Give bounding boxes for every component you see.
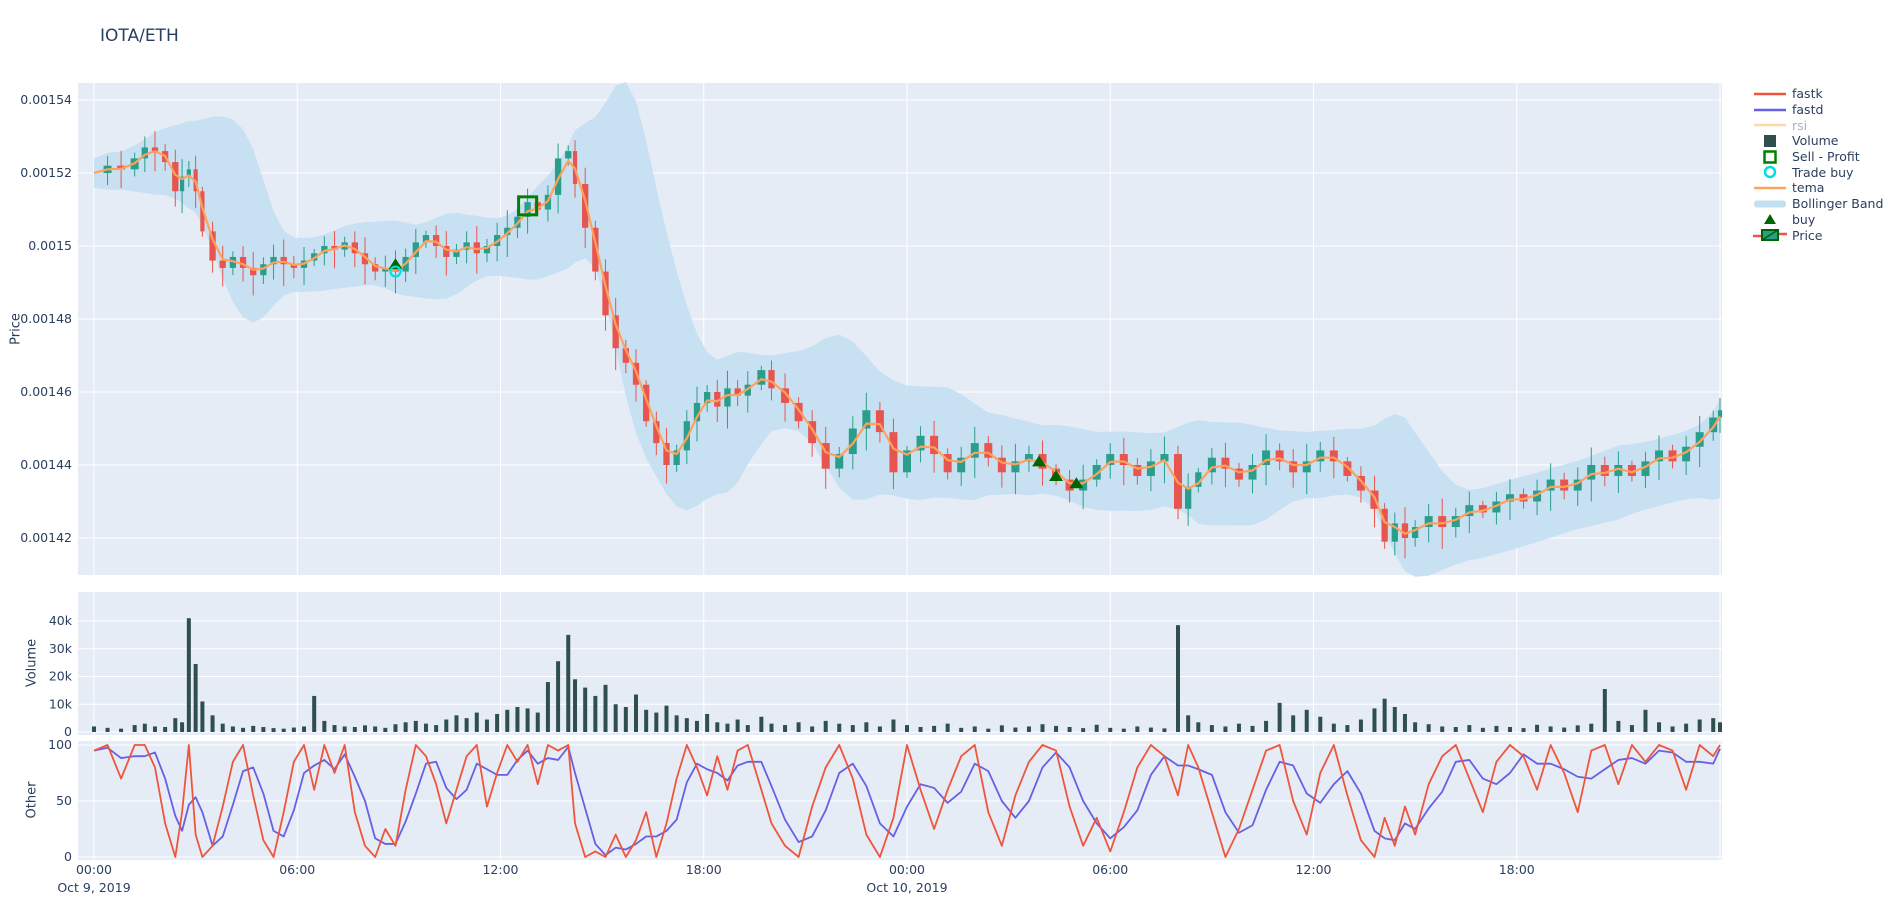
other-tick-label: 100 — [48, 737, 72, 752]
price-tick-label: 0.00154 — [20, 92, 72, 107]
price-tick-label: 0.00148 — [20, 311, 72, 326]
x-date-label: Oct 9, 2019 — [57, 880, 130, 895]
volume-tick-label: 0 — [64, 724, 72, 739]
legend-item-label: Price — [1792, 227, 1823, 243]
x-tick-label: 00:00 — [889, 862, 925, 877]
volume-legend-icon — [1753, 134, 1787, 148]
legend-item-label: rsi — [1792, 117, 1808, 133]
legend-item-bollinger-band[interactable]: Bollinger Band — [1753, 196, 1883, 212]
trade-buy-marker[interactable] — [389, 265, 402, 278]
x-tick-label: 06:00 — [279, 862, 315, 877]
legend-item-trade-buy[interactable]: Trade buy — [1753, 164, 1883, 180]
buy-marker[interactable] — [1069, 477, 1084, 489]
price-tick-label: 0.00142 — [20, 530, 72, 545]
x-date-label: Oct 10, 2019 — [866, 880, 947, 895]
x-tick-label: 00:00 — [76, 862, 112, 877]
price-tick-label: 0.00146 — [20, 384, 72, 399]
trade-buy-legend-icon — [1753, 165, 1787, 179]
legend-item-label: fastd — [1792, 102, 1824, 118]
legend-item-sell-profit[interactable]: Sell - Profit — [1753, 149, 1883, 165]
rsi-legend-icon — [1753, 118, 1787, 132]
volume-tick-label: 10k — [49, 696, 73, 711]
legend-item-label: buy — [1792, 211, 1816, 227]
buy-marker[interactable] — [1032, 455, 1047, 467]
fastk-legend-icon — [1753, 87, 1787, 101]
legend-item-fastd[interactable]: fastd — [1753, 102, 1883, 118]
tema-legend-icon — [1753, 181, 1787, 195]
x-tick-label: 12:00 — [1295, 862, 1331, 877]
legend-item-volume[interactable]: Volume — [1753, 133, 1883, 149]
legend: fastk fastd rsi Volume Sell - Profit Trade bu… — [1753, 86, 1883, 243]
buy-marker[interactable] — [1049, 469, 1064, 481]
legend-item-label: Trade buy — [1792, 164, 1854, 180]
gridlines — [78, 83, 1722, 860]
x-tick-label: 06:00 — [1092, 862, 1128, 877]
x-tick-label: 18:00 — [1499, 862, 1535, 877]
sell-profit-legend-icon — [1753, 149, 1787, 164]
legend-item-rsi[interactable]: rsi — [1753, 117, 1883, 133]
price-tick-label: 0.00144 — [20, 457, 72, 472]
x-tick-label: 12:00 — [482, 862, 518, 877]
trade-markers — [388, 195, 1084, 489]
legend-item-buy[interactable]: buy — [1753, 212, 1883, 228]
bollinger-band-area — [94, 81, 1720, 577]
volume-tick-label: 40k — [49, 613, 73, 628]
other-tick-label: 50 — [56, 793, 72, 808]
legend-item-label: Sell - Profit — [1792, 149, 1860, 165]
legend-item-label: fastk — [1792, 86, 1823, 102]
x-tick-label: 18:00 — [686, 862, 722, 877]
tema-line — [93, 150, 1721, 535]
other-tick-label: 0 — [64, 849, 72, 864]
legend-item-label: Volume — [1792, 133, 1839, 149]
volume-tick-label: 20k — [49, 669, 73, 684]
sell-profit-marker[interactable] — [517, 195, 539, 217]
panel-background-1[interactable] — [78, 592, 1722, 735]
legend-item-tema[interactable]: tema — [1753, 180, 1883, 196]
fastk-line — [93, 744, 1721, 858]
legend-item-label: tema — [1792, 180, 1825, 196]
price-tick-label: 0.0015 — [28, 238, 72, 253]
price-legend-icon — [1753, 228, 1787, 242]
legend-item-label: Bollinger Band — [1792, 196, 1884, 212]
axis-tick-labels: 0.00154 0.00152 0.0015 0.00148 0.00146 0.0014… — [20, 92, 1535, 895]
volume-tick-label: 30k — [49, 641, 73, 656]
chart-title: IOTA/ETH — [100, 26, 179, 46]
volume-series — [92, 618, 1722, 732]
buy-legend-icon — [1753, 212, 1787, 226]
price-tick-label: 0.00152 — [20, 165, 72, 180]
fastd-legend-icon — [1753, 103, 1787, 117]
bollinger-band-legend-icon — [1753, 197, 1787, 211]
buy-marker[interactable] — [388, 258, 403, 270]
legend-item-price[interactable]: Price — [1753, 227, 1883, 243]
legend-item-fastk[interactable]: fastk — [1753, 86, 1883, 102]
